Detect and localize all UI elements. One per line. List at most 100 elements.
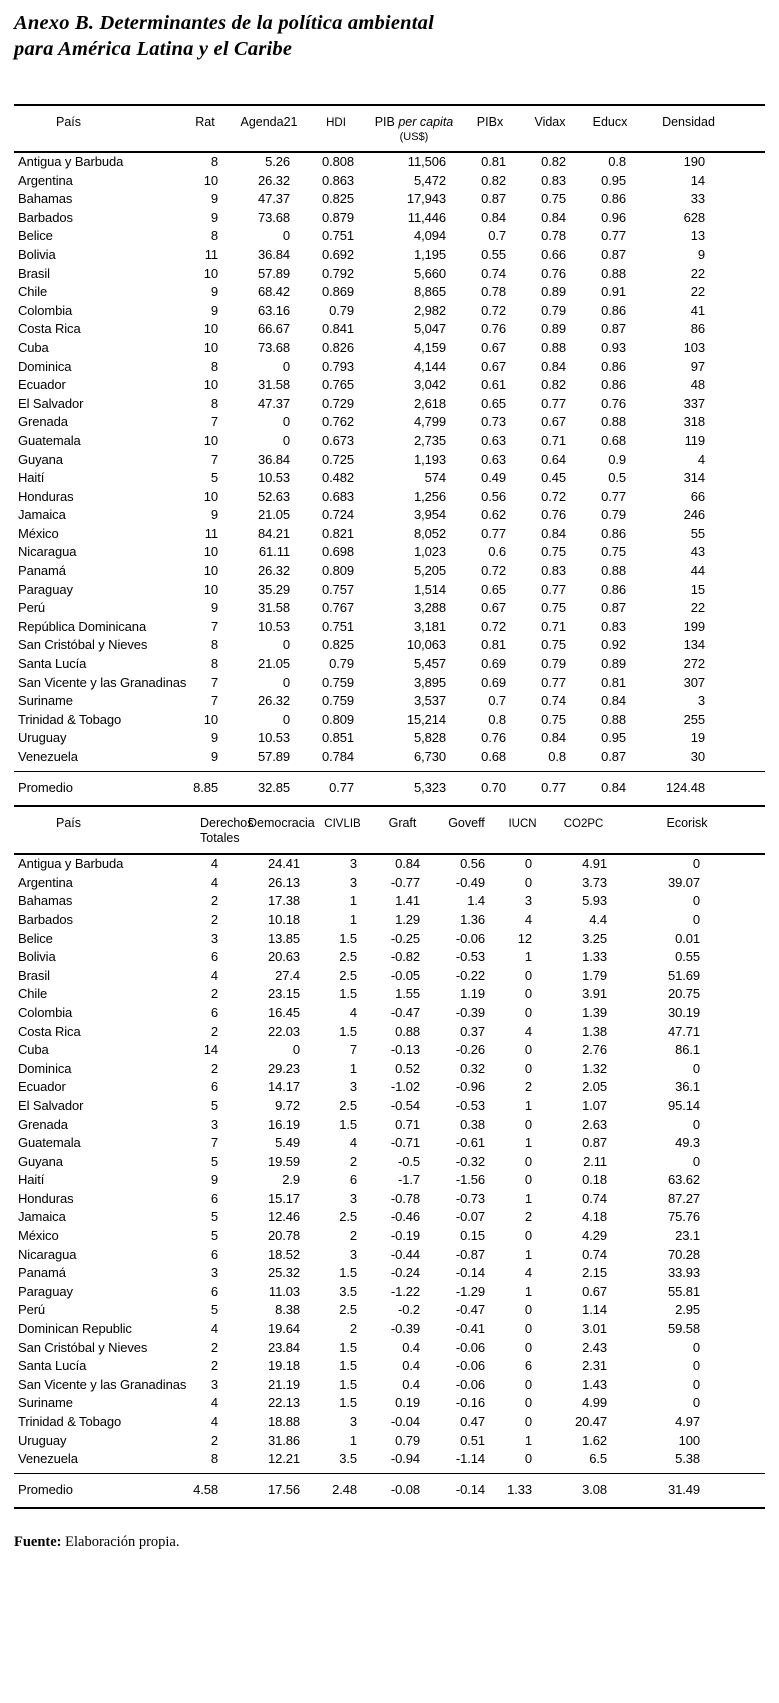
- cell-hdi: 0.841: [321, 321, 354, 337]
- cell-pib-per-capita: 4,094: [413, 228, 446, 244]
- cell-ecorisk: 55.81: [667, 1283, 700, 1299]
- cell-derechos-totales: 3: [210, 1376, 218, 1392]
- cell-derechos-totales: 8: [210, 1451, 218, 1467]
- cell-densidad: 3: [697, 693, 705, 709]
- cell-pais: Bolivia: [18, 246, 56, 262]
- cell-derechos-totales: 6: [210, 1004, 218, 1020]
- table-row: Argentina 4 26.13 3 -0.77 -0.49 0 3.73 3…: [14, 874, 765, 893]
- table-row: Chile 9 68.42 0.869 8,865 0.78 0.89 0.91…: [14, 283, 765, 302]
- cell-graft: -1.22: [390, 1283, 420, 1299]
- cell-pibx: 0.65: [481, 395, 506, 411]
- table-row: Bolivia 11 36.84 0.692 1,195 0.55 0.66 0…: [14, 246, 765, 265]
- cell-pib-per-capita: 2,618: [413, 395, 446, 411]
- cell-vidax: 0.89: [541, 284, 566, 300]
- cell-pais: Santa Lucía: [18, 1358, 87, 1374]
- cell-agenda21: 84.21: [257, 525, 290, 541]
- cell-pib-per-capita: 5,660: [413, 265, 446, 281]
- cell-rat: 8: [210, 228, 218, 244]
- promedio-pib-per-capita: 5,323: [368, 770, 460, 808]
- cell-rat: 9: [210, 730, 218, 746]
- table-row: Brasil 10 57.89 0.792 5,660 0.74 0.76 0.…: [14, 265, 765, 284]
- cell-vidax: 0.84: [541, 730, 566, 746]
- cell-educx: 0.76: [601, 395, 626, 411]
- cell-pais: Cuba: [18, 1042, 49, 1058]
- cell-civlib: 2.5: [339, 967, 357, 983]
- cell-educx: 0.86: [601, 358, 626, 374]
- cell-densidad: 30: [690, 749, 705, 764]
- cell-agenda21: 73.68: [257, 339, 290, 355]
- cell-ecorisk: 0: [692, 1395, 700, 1411]
- cell-co2pc: 2.15: [582, 1265, 607, 1281]
- table-row: San Cristóbal y Nieves 8 0 0.825 10,063 …: [14, 636, 765, 655]
- cell-iucn: 1: [524, 1246, 532, 1262]
- cell-graft: -0.77: [390, 874, 420, 890]
- table-row: San Vicente y las Granadinas 3 21.19 1.5…: [14, 1376, 765, 1395]
- cell-pibx: 0.49: [481, 470, 506, 486]
- cell-goveff: 0.15: [460, 1228, 485, 1244]
- cell-goveff: 0.38: [460, 1116, 485, 1132]
- cell-agenda21: 63.16: [257, 302, 290, 318]
- cell-co2pc: 5.93: [582, 893, 607, 909]
- cell-co2pc: 2.76: [582, 1042, 607, 1058]
- cell-democracia: 12.21: [267, 1451, 300, 1467]
- cell-pais: Ecuador: [18, 377, 66, 393]
- cell-hdi: 0.673: [321, 432, 354, 448]
- table-row: Dominica 2 29.23 1 0.52 0.32 0 1.32 0: [14, 1060, 765, 1079]
- cell-pib-per-capita: 5,205: [413, 563, 446, 579]
- cell-pais: Honduras: [18, 488, 74, 504]
- cell-civlib: 3: [349, 1246, 357, 1262]
- table2-body: Antigua y Barbuda 4 24.41 3 0.84 0.56 0 …: [14, 854, 765, 1473]
- cell-goveff: -0.39: [455, 1004, 485, 1020]
- cell-graft: 1.55: [395, 986, 420, 1002]
- cell-pib-per-capita: 3,895: [413, 674, 446, 690]
- cell-pibx: 0.69: [481, 674, 506, 690]
- cell-agenda21: 21.05: [257, 656, 290, 672]
- cell-pais: Nicaragua: [18, 1246, 77, 1262]
- cell-civlib: 3: [349, 1414, 357, 1429]
- cell-educx: 0.88: [601, 563, 626, 579]
- cell-goveff: -0.32: [455, 1153, 485, 1169]
- cell-pibx: 0.6: [488, 544, 506, 560]
- cell-agenda21: 0: [282, 674, 290, 690]
- cell-pib-per-capita: 3,537: [413, 693, 446, 709]
- cell-civlib: 2.5: [339, 1097, 357, 1113]
- cell-pais: México: [18, 525, 59, 541]
- col-header-iucn: IUCN: [499, 807, 546, 856]
- cell-vidax: 0.8: [548, 749, 566, 764]
- cell-hdi: 0.808: [321, 154, 354, 169]
- cell-educx: 0.86: [601, 191, 626, 207]
- table-row: Panamá 10 26.32 0.809 5,205 0.72 0.83 0.…: [14, 562, 765, 581]
- table-row: Nicaragua 6 18.52 3 -0.44 -0.87 1 0.74 7…: [14, 1246, 765, 1265]
- cell-pais: San Vicente y las Granadinas: [18, 674, 187, 690]
- promedio-pibx: 0.70: [460, 770, 520, 808]
- cell-densidad: 66: [690, 488, 705, 504]
- cell-pib-per-capita: 574: [424, 470, 446, 486]
- promedio-graft: -0.08: [371, 1472, 434, 1510]
- cell-pais: Belice: [18, 930, 53, 946]
- cell-pais: México: [18, 1228, 59, 1244]
- cell-co2pc: 3.25: [582, 930, 607, 946]
- promedio-label: Promedio: [14, 1472, 176, 1510]
- cell-densidad: 48: [690, 377, 705, 393]
- cell-vidax: 0.45: [541, 470, 566, 486]
- cell-rat: 9: [210, 749, 218, 764]
- cell-ecorisk: 86.1: [675, 1042, 700, 1058]
- cell-hdi: 0.869: [321, 284, 354, 300]
- cell-hdi: 0.482: [321, 470, 354, 486]
- cell-goveff: -0.87: [455, 1246, 485, 1262]
- cell-derechos-totales: 4: [210, 967, 218, 983]
- cell-pibx: 0.74: [481, 265, 506, 281]
- cell-civlib: 3: [349, 1190, 357, 1206]
- cell-educx: 0.91: [601, 284, 626, 300]
- cell-democracia: 8.38: [275, 1302, 300, 1318]
- cell-civlib: 1: [349, 911, 357, 927]
- table-row: Ecuador 6 14.17 3 -1.02 -0.96 2 2.05 36.…: [14, 1078, 765, 1097]
- cell-agenda21: 31.58: [257, 377, 290, 393]
- cell-vidax: 0.75: [541, 191, 566, 207]
- cell-graft: -0.13: [390, 1042, 420, 1058]
- cell-iucn: 0: [524, 1042, 532, 1058]
- cell-ecorisk: 51.69: [667, 967, 700, 983]
- cell-agenda21: 57.89: [257, 749, 290, 764]
- pib-header-unit: (US$): [399, 131, 429, 143]
- cell-democracia: 0: [292, 1042, 300, 1058]
